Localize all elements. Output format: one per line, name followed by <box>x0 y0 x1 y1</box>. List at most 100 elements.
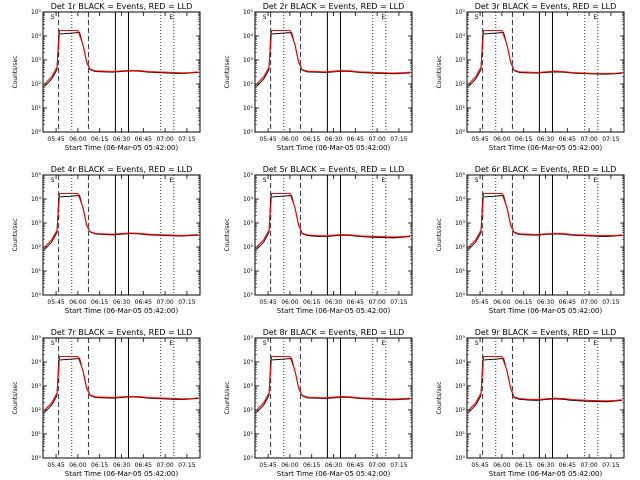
y-tick-label: 10⁴ <box>31 359 42 366</box>
event-marker-s: S <box>263 177 267 184</box>
x-tick-label: 06:15 <box>303 136 320 143</box>
x-tick-label: 07:15 <box>390 299 407 306</box>
y-axis-label: Counts/sec <box>436 55 443 88</box>
y-axis-label: Counts/sec <box>436 218 443 251</box>
series-line-lld <box>468 355 623 411</box>
panel-title: Det 7r BLACK = Events, RED = LLD <box>51 328 193 337</box>
y-tick-label: 10³ <box>455 383 466 390</box>
x-tick-label: 06:30 <box>325 462 342 469</box>
y-tick-label: 10¹ <box>243 105 254 112</box>
x-tick-label: 07:15 <box>602 299 619 306</box>
x-tick-label: 07:00 <box>580 136 597 143</box>
y-tick-label: 10⁵ <box>243 172 254 179</box>
y-tick-label: 10⁴ <box>455 196 466 203</box>
series-line-events <box>468 358 623 413</box>
event-marker-e: E <box>593 14 597 21</box>
x-tick-label: 06:15 <box>515 299 532 306</box>
x-tick-label: 06:30 <box>537 136 554 143</box>
x-tick-label: 07:00 <box>368 299 385 306</box>
panel-det-1: Det 1r BLACK = Events, RED = LLD 05:45 06:… <box>12 2 201 152</box>
panel-det-9: Det 9r BLACK = Events, RED = LLD 05:45 06:… <box>436 328 625 478</box>
y-tick-label: 10⁰ <box>31 455 42 462</box>
x-tick-label: 06:15 <box>91 299 108 306</box>
x-tick-label: 06:15 <box>303 462 320 469</box>
x-tick-label: 06:15 <box>515 136 532 143</box>
y-tick-label: 10¹ <box>31 268 42 275</box>
series-line-events <box>468 32 623 87</box>
y-tick-label: 10⁰ <box>455 292 466 299</box>
x-tick-label: 06:30 <box>537 299 554 306</box>
x-tick-label: 07:15 <box>602 136 619 143</box>
y-tick-label: 10² <box>455 244 466 251</box>
y-tick-label: 10³ <box>31 57 42 64</box>
x-tick-label: 06:30 <box>113 462 130 469</box>
x-tick-label: 06:00 <box>281 462 298 469</box>
y-tick-label: 10¹ <box>31 431 42 438</box>
x-tick-label: 06:45 <box>347 299 364 306</box>
x-tick-label: 07:15 <box>390 462 407 469</box>
x-tick-label: 06:15 <box>91 136 108 143</box>
event-marker-s: S <box>263 340 267 347</box>
y-tick-label: 10² <box>31 407 42 414</box>
y-tick-label: 10⁰ <box>31 292 42 299</box>
x-tick-label: 05:45 <box>471 299 488 306</box>
y-tick-label: 10⁰ <box>31 129 42 136</box>
y-tick-label: 10⁴ <box>243 359 254 366</box>
y-tick-label: 10³ <box>243 57 254 64</box>
x-tick-label: 06:30 <box>113 299 130 306</box>
x-axis-label: Start Time (06-Mar-05 05:42:00) <box>277 470 391 478</box>
panel-title: Det 4r BLACK = Events, RED = LLD <box>51 165 193 174</box>
y-axis-label: Counts/sec <box>224 55 231 88</box>
x-tick-label: 06:45 <box>347 462 364 469</box>
y-tick-label: 10⁴ <box>243 33 254 40</box>
panel-title: Det 3r BLACK = Events, RED = LLD <box>475 2 617 11</box>
x-tick-label: 06:15 <box>303 299 320 306</box>
y-tick-label: 10³ <box>243 383 254 390</box>
y-axis-label: Counts/sec <box>12 55 19 88</box>
y-tick-label: 10⁵ <box>455 9 466 16</box>
x-tick-label: 06:15 <box>91 462 108 469</box>
y-tick-label: 10¹ <box>31 105 42 112</box>
y-tick-label: 10⁴ <box>243 196 254 203</box>
y-tick-label: 10³ <box>31 220 42 227</box>
y-tick-label: 10⁰ <box>455 129 466 136</box>
y-tick-label: 10⁵ <box>243 335 254 342</box>
event-marker-e: E <box>169 14 173 21</box>
event-marker-s: S <box>475 340 479 347</box>
x-tick-label: 06:30 <box>113 136 130 143</box>
y-axis-label: Counts/sec <box>12 381 19 414</box>
x-tick-label: 07:00 <box>156 462 173 469</box>
x-tick-label: 07:15 <box>390 136 407 143</box>
x-tick-label: 07:00 <box>580 462 597 469</box>
x-tick-label: 07:00 <box>156 299 173 306</box>
panel-title: Det 1r BLACK = Events, RED = LLD <box>51 2 193 11</box>
y-tick-label: 10⁴ <box>31 33 42 40</box>
y-tick-label: 10⁴ <box>455 359 466 366</box>
event-marker-s: S <box>475 14 479 21</box>
y-tick-label: 10⁵ <box>31 335 42 342</box>
x-tick-label: 06:45 <box>559 136 576 143</box>
y-tick-label: 10⁰ <box>455 455 466 462</box>
series-line-events <box>468 195 623 250</box>
y-tick-label: 10³ <box>455 220 466 227</box>
y-tick-label: 10² <box>455 407 466 414</box>
x-tick-label: 06:00 <box>281 136 298 143</box>
x-tick-label: 06:00 <box>493 136 510 143</box>
series-line-events <box>256 195 411 250</box>
event-marker-e: E <box>169 177 173 184</box>
x-tick-label: 06:45 <box>135 136 152 143</box>
y-tick-label: 10⁰ <box>243 455 254 462</box>
panel-det-8: Det 8r BLACK = Events, RED = LLD 05:45 06:… <box>224 328 413 478</box>
series-line-events <box>256 32 411 87</box>
x-tick-label: 06:00 <box>69 299 86 306</box>
x-tick-label: 07:00 <box>368 462 385 469</box>
x-tick-label: 06:00 <box>493 299 510 306</box>
y-tick-label: 10⁴ <box>455 33 466 40</box>
series-line-lld <box>44 355 199 411</box>
y-tick-label: 10¹ <box>455 105 466 112</box>
x-tick-label: 05:45 <box>471 462 488 469</box>
event-marker-s: S <box>51 340 55 347</box>
x-axis-label: Start Time (06-Mar-05 05:42:00) <box>489 307 603 315</box>
y-tick-label: 10⁰ <box>243 129 254 136</box>
